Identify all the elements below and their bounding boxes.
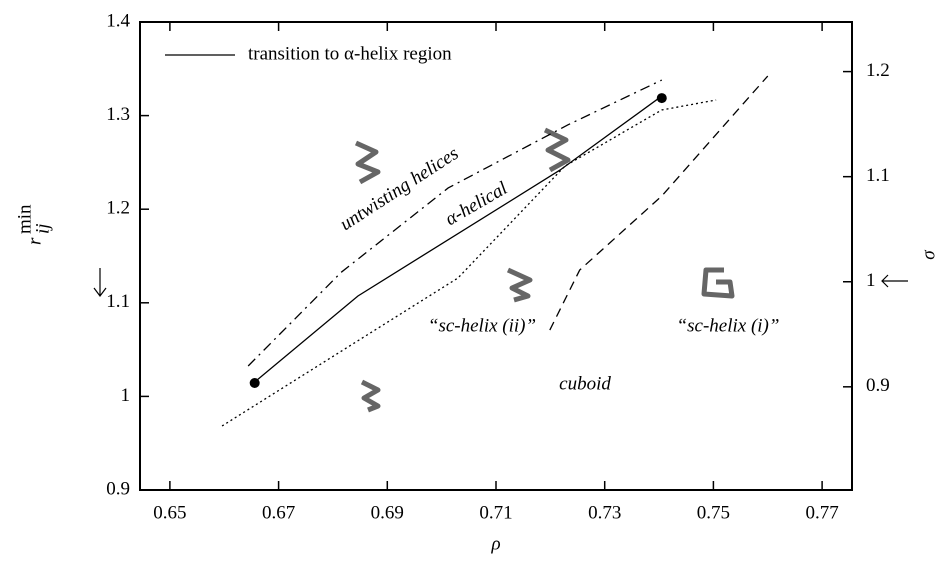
y-axis-label: r min ij — [14, 204, 53, 245]
y2-tick-label: 1.1 — [866, 165, 890, 186]
x-tick-label: 0.77 — [805, 502, 838, 523]
series-line — [222, 100, 716, 426]
y-label-base: r — [24, 237, 45, 245]
series-line — [550, 76, 768, 330]
chart: ρ r min ij σ transition to α-helix regio… — [0, 0, 944, 561]
y-tick-label: 1.1 — [106, 291, 130, 312]
y2-label-arrow — [882, 275, 908, 287]
y-tick-label: 1.2 — [106, 198, 130, 219]
x-tick-label: 0.71 — [479, 502, 512, 523]
y-tick-label: 1.3 — [106, 104, 130, 125]
x-tick-label: 0.73 — [588, 502, 621, 523]
x-tick-label: 0.67 — [262, 502, 295, 523]
y-label-sub: ij — [32, 223, 53, 234]
series-line — [255, 96, 662, 382]
y2-tick-label: 0.9 — [866, 375, 890, 396]
y-tick-label: 1.4 — [106, 10, 130, 31]
annotation: untwisting helices — [336, 143, 462, 235]
legend-label: transition to α-helix region — [248, 43, 452, 64]
helix-icon — [704, 270, 732, 296]
helix-icon — [362, 382, 378, 410]
y2-axis-label: σ — [918, 250, 939, 260]
x-tick-label: 0.69 — [371, 502, 404, 523]
y2-tick-label: 1.2 — [866, 60, 890, 81]
helix-icon — [356, 143, 378, 182]
helix-icon — [508, 270, 530, 300]
point — [250, 378, 260, 388]
x-axis-label: ρ — [490, 533, 500, 554]
x-tick-label: 0.75 — [697, 502, 730, 523]
annotation: cuboid — [559, 373, 611, 394]
y-tick-label: 0.9 — [106, 478, 130, 499]
annotation: “sc-helix (ii)” — [428, 315, 536, 336]
plot-frame — [140, 22, 852, 490]
y-tick-label: 1 — [121, 385, 131, 406]
x-tick-label: 0.65 — [153, 502, 186, 523]
y-label-arrow — [94, 268, 106, 296]
y2-tick-label: 1 — [866, 270, 876, 291]
annotation: “sc-helix (i)” — [677, 315, 780, 336]
point — [657, 93, 667, 103]
helix-icon — [545, 130, 568, 170]
